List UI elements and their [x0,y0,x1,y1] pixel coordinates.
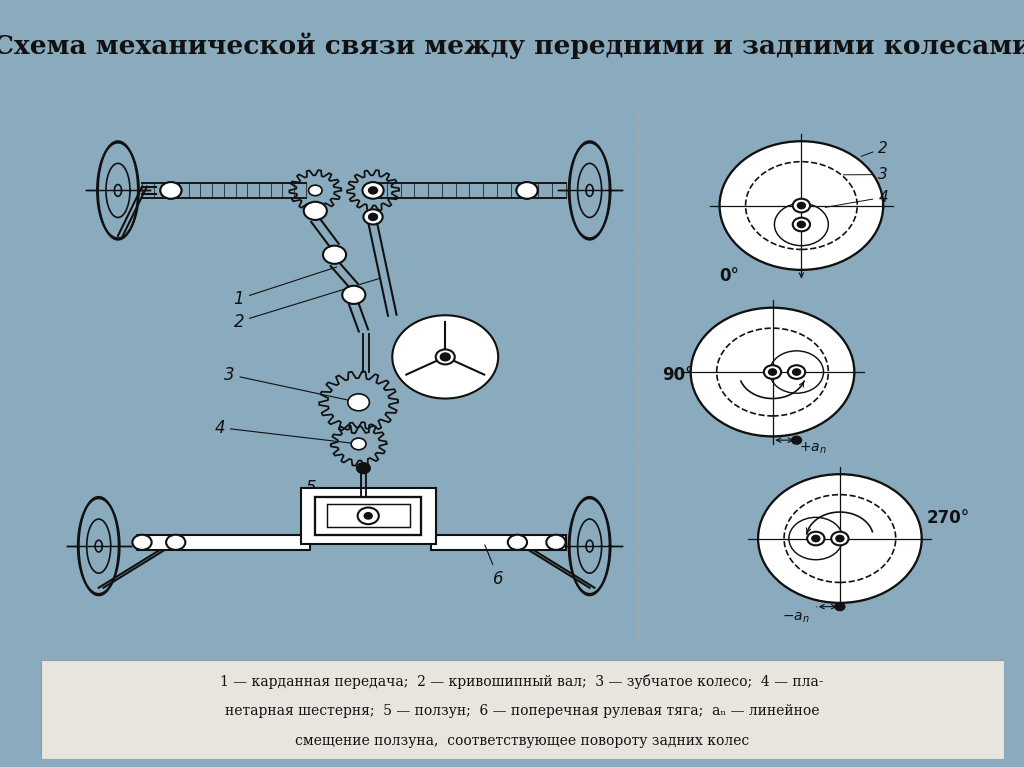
Circle shape [161,182,181,199]
Circle shape [304,202,327,220]
Circle shape [812,535,819,542]
Text: $-a_n$: $-a_n$ [782,611,810,624]
Circle shape [792,436,802,444]
Circle shape [798,202,805,209]
Circle shape [793,199,810,212]
Bar [315,497,421,535]
Text: $+a_n$: $+a_n$ [800,440,827,456]
Circle shape [764,365,781,379]
Circle shape [348,393,370,411]
Circle shape [547,535,565,550]
Bar [431,535,565,550]
Circle shape [369,213,378,220]
Circle shape [435,350,455,364]
Text: 90°: 90° [662,366,693,384]
Circle shape [720,141,883,270]
Circle shape [793,218,810,232]
Circle shape [508,535,527,550]
Text: 5: 5 [305,479,376,518]
Circle shape [308,185,322,196]
Text: 2: 2 [861,140,888,156]
Text: смещение ползуна,  соответствующее повороту задних колес: смещение ползуна, соответствующее поворо… [295,734,750,749]
Circle shape [365,513,372,518]
Circle shape [807,532,824,545]
Circle shape [758,474,922,603]
Circle shape [357,508,379,524]
Text: 270°: 270° [927,509,970,528]
Circle shape [831,532,849,545]
Text: 4: 4 [214,419,356,443]
Bar [327,505,410,527]
Circle shape [132,535,152,550]
Circle shape [691,308,854,436]
Circle shape [342,286,366,304]
Circle shape [798,222,805,228]
Circle shape [793,369,801,375]
Circle shape [769,369,776,375]
Circle shape [364,209,383,225]
Text: 1 — карданная передача;  2 — кривошипный вал;  3 — зубчатое колесо;  4 — пла-: 1 — карданная передача; 2 — кривошипный … [220,674,824,689]
Text: Схема механической связи между передними и задними колесами: Схема механической связи между передними… [0,33,1024,59]
Text: 0°: 0° [720,267,739,285]
Circle shape [787,365,805,379]
Text: 2: 2 [233,278,380,331]
Circle shape [323,245,346,264]
Circle shape [440,353,451,360]
Circle shape [516,182,538,199]
Text: нетарная шестерня;  5 — ползун;  6 — поперечная рулевая тяга;  aₙ — линейное: нетарная шестерня; 5 — ползун; 6 — попер… [225,704,819,719]
Text: 6: 6 [484,545,504,588]
Text: 4: 4 [825,189,888,207]
Circle shape [161,182,181,199]
Circle shape [836,535,844,542]
Text: 3: 3 [224,366,356,402]
Circle shape [356,463,370,473]
Circle shape [369,187,378,194]
Circle shape [516,182,538,199]
Circle shape [362,182,384,199]
Circle shape [367,185,380,196]
Circle shape [392,315,499,399]
Text: 1: 1 [233,267,337,308]
Circle shape [351,438,366,449]
Circle shape [836,603,845,611]
Bar [301,488,435,544]
Circle shape [166,535,185,550]
Bar [137,535,310,550]
Text: 3: 3 [843,167,888,182]
